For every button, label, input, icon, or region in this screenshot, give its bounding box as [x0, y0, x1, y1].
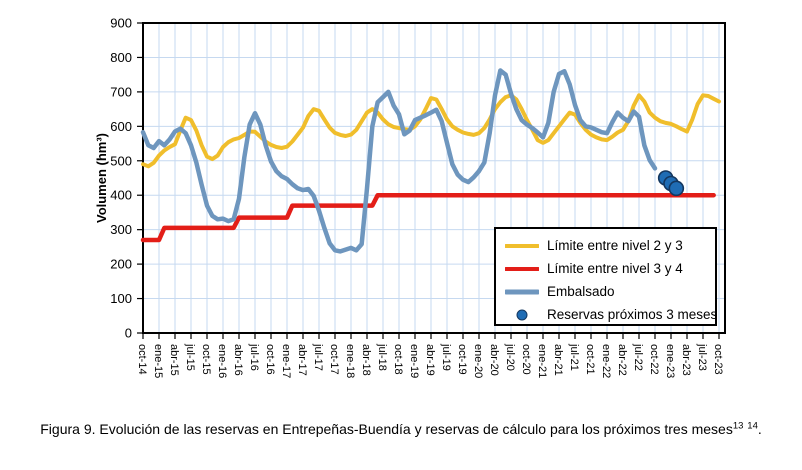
y-tick-label: 900 [110, 16, 132, 31]
blue-line-swatch-icon [505, 289, 539, 294]
x-tick-label: oct-18 [392, 344, 404, 375]
x-tick-label: ene-18 [344, 344, 356, 378]
x-tick-label: oct-21 [584, 344, 596, 375]
y-tick-label: 300 [110, 222, 132, 237]
chart-area: 0 100 200 300 400 500 600 700 800 900 oct-14 ene-15… [94, 16, 726, 379]
x-tick-label: ene-21 [536, 344, 548, 378]
x-tick-label: jul-21 [568, 343, 580, 371]
axes: 0 100 200 300 400 500 600 700 800 900 oct-14 ene-15… [110, 16, 724, 379]
x-tick-label: abr-18 [360, 344, 372, 376]
x-tick-label: oct-16 [264, 344, 276, 375]
x-tick-label: abr-22 [616, 344, 628, 376]
yellow-line-swatch-icon [505, 243, 539, 248]
series-reservas-proximos-3-meses-dots [657, 170, 685, 197]
x-tick-label: ene-23 [664, 344, 676, 378]
x-tick-label: abr-15 [168, 344, 180, 376]
x-tick-label: oct-19 [456, 344, 468, 375]
y-tick-label: 700 [110, 84, 132, 99]
x-tick-label: abr-17 [296, 344, 308, 376]
caption-period: . [757, 421, 762, 437]
x-tick-label: ene-16 [216, 344, 228, 378]
y-tick-label: 500 [110, 153, 132, 168]
y-tick-label: 800 [110, 50, 132, 65]
x-tick-label: jul-22 [632, 343, 644, 371]
x-tick-label: jul-16 [248, 343, 260, 371]
x-tick-label: jul-20 [504, 343, 516, 371]
volume-chart: 0 100 200 300 400 500 600 700 800 900 oct-14 ene-15… [94, 16, 726, 379]
forecast-dot [668, 180, 685, 197]
x-tick-label: ene-20 [472, 344, 484, 378]
x-tick-label: abr-21 [552, 344, 564, 376]
legend-item-limite-3-4: Límite entre nivel 3 y 4 [505, 257, 715, 280]
footnote-ref-14: 14 [747, 420, 758, 432]
series-embalsado [140, 68, 658, 254]
legend: Límite entre nivel 2 y 3 Límite entre ni… [494, 227, 717, 326]
caption-text: Figura 9. Evolución de las reservas en E… [40, 421, 733, 437]
x-tick-label: jul-23 [696, 343, 708, 371]
legend-item-embalsado: Embalsado [505, 280, 715, 303]
x-tick-label: ene-17 [280, 344, 292, 378]
legend-item-limite-2-3: Límite entre nivel 2 y 3 [505, 234, 715, 257]
y-axis-title: Volumen (hm³) [94, 133, 109, 223]
x-tick-label: jul-15 [184, 343, 196, 371]
x-tick-label: jul-19 [440, 343, 452, 371]
forecast-dot-swatch-icon [516, 309, 528, 320]
x-tick-label: oct-14 [136, 344, 148, 375]
red-line-swatch-icon [505, 266, 539, 271]
series-limite-entre-nivel-2-y-3 [141, 93, 721, 169]
x-tick-label: oct-22 [648, 344, 660, 375]
x-tick-label: oct-15 [200, 344, 212, 375]
x-tick-label: jul-17 [312, 343, 324, 371]
x-tick-label: abr-23 [680, 344, 692, 376]
x-tick-label: abr-16 [232, 344, 244, 376]
x-tick-label: ene-22 [600, 344, 612, 378]
legend-label: Reservas próximos 3 meses [547, 307, 718, 322]
y-tick-label: 600 [110, 119, 132, 134]
x-tick-label: oct-17 [328, 344, 340, 375]
series-limite-entre-nivel-3-y-4 [140, 192, 716, 243]
x-tick-label: abr-19 [424, 344, 436, 376]
legend-label: Límite entre nivel 3 y 4 [547, 261, 683, 276]
legend-label: Embalsado [547, 284, 615, 299]
x-tick-label: ene-19 [408, 344, 420, 378]
figure-caption: Figura 9. Evolución de las reservas en E… [30, 419, 772, 440]
y-tick-label: 200 [110, 257, 132, 272]
x-tick-label: oct-20 [520, 344, 532, 375]
x-tick-label: oct-23 [712, 344, 724, 375]
legend-label: Límite entre nivel 2 y 3 [547, 238, 683, 253]
y-tick-label: 400 [110, 188, 132, 203]
x-tick-label: ene-15 [152, 344, 164, 378]
x-tick-label: abr-20 [488, 344, 500, 376]
plot-border [142, 22, 726, 334]
footnote-ref-13: 13 [732, 420, 744, 432]
y-tick-label: 0 [125, 326, 132, 341]
y-tick-label: 100 [110, 291, 132, 306]
x-tick-label: jul-18 [376, 343, 388, 371]
legend-item-reservas: Reservas próximos 3 meses [505, 303, 718, 326]
